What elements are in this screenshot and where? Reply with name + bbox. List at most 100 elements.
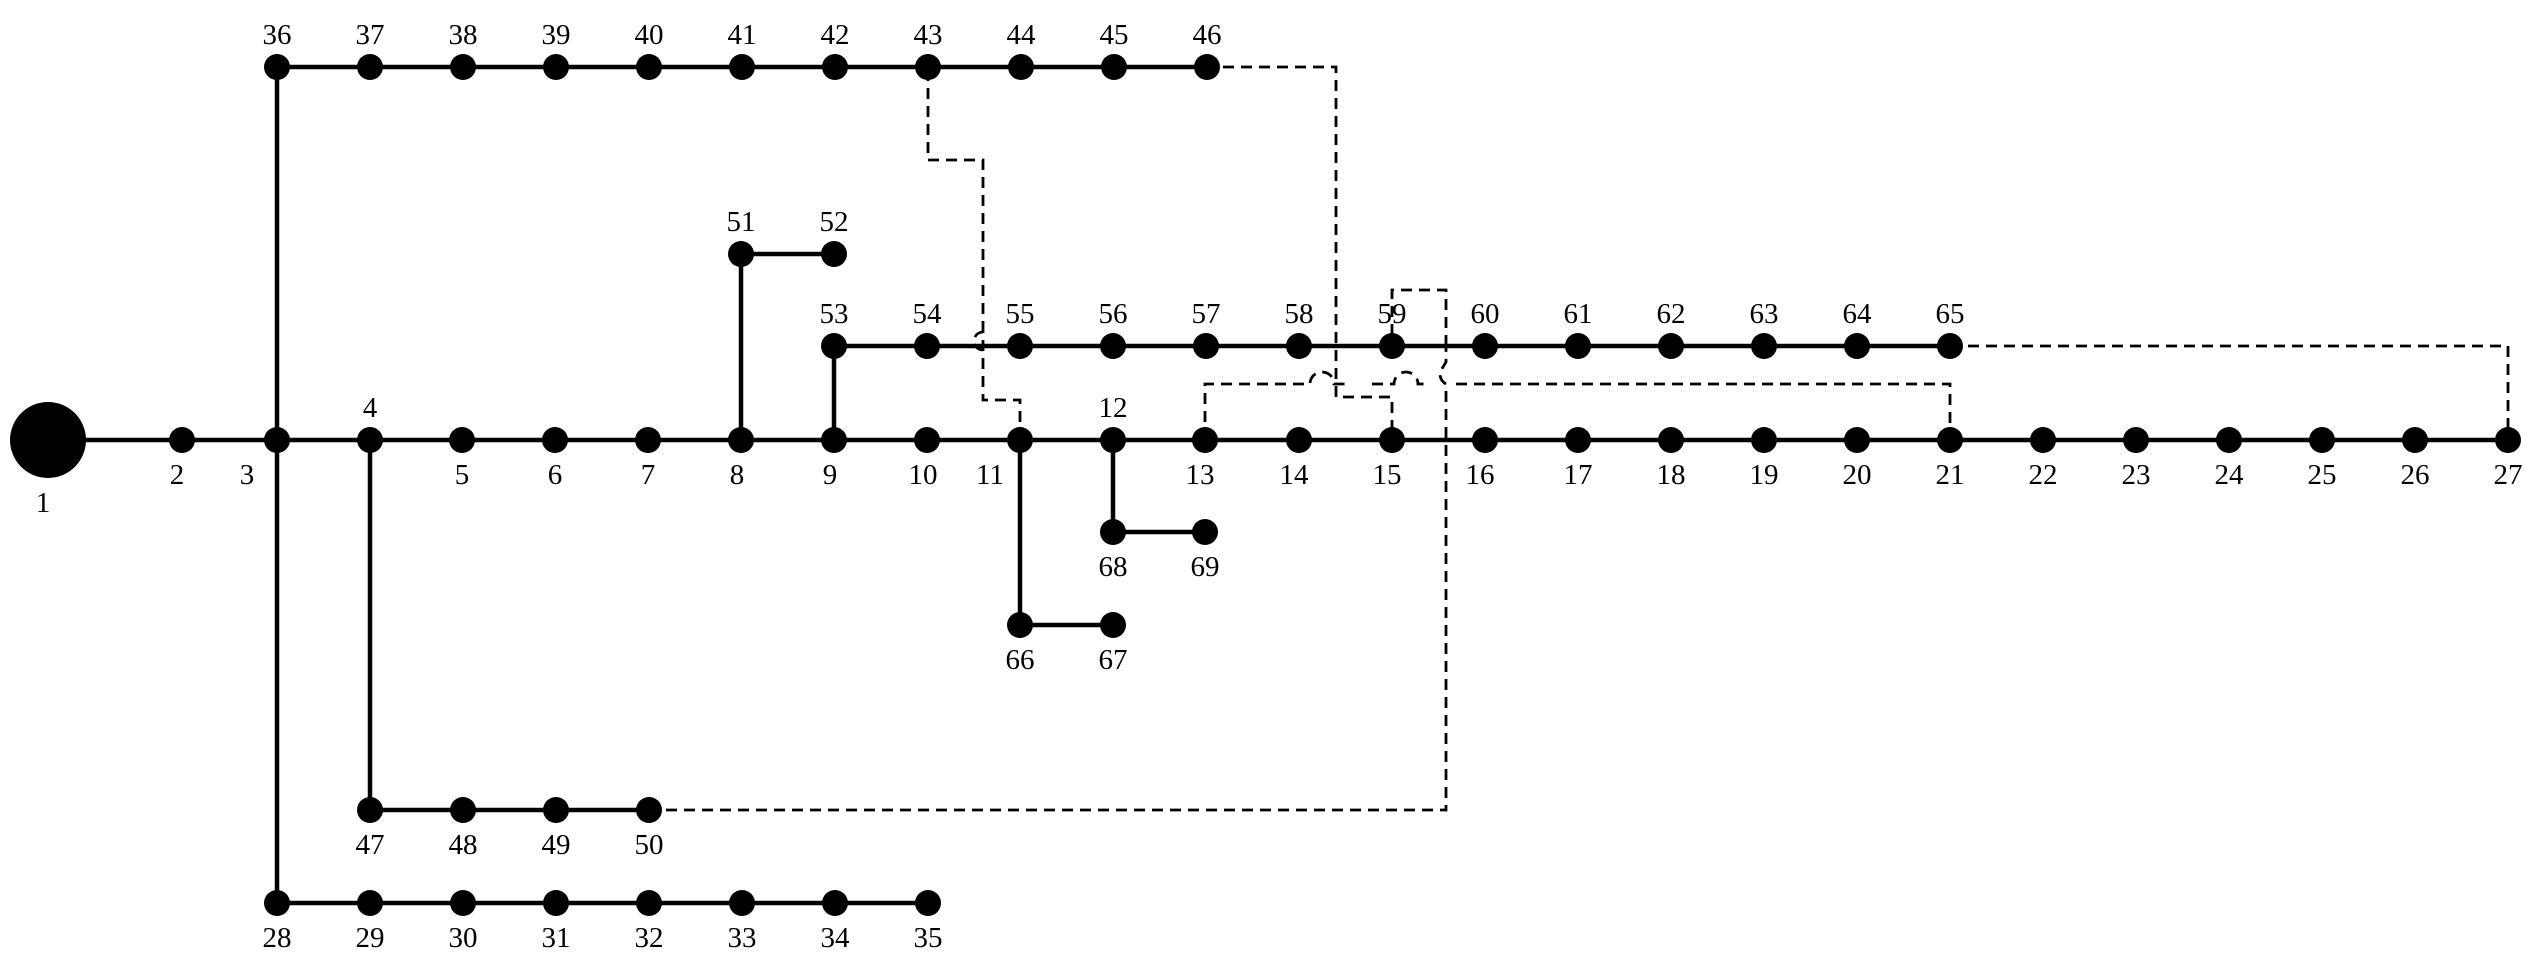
bus-node-23: [2123, 427, 2149, 453]
bus-label-59: 59: [1378, 298, 1407, 330]
bus-label-13: 13: [1186, 459, 1215, 491]
bus-label-38: 38: [449, 19, 478, 51]
bus-label-16: 16: [1466, 459, 1495, 491]
bus-label-49: 49: [542, 829, 571, 861]
bus-label-37: 37: [356, 19, 385, 51]
bus-node-10: [914, 427, 940, 453]
bus-label-27: 27: [2494, 459, 2523, 491]
bus-node-34: [822, 890, 848, 916]
bus-node-47: [357, 797, 383, 823]
bus-node-55: [1007, 333, 1033, 359]
bus-node-36: [264, 54, 290, 80]
bus-node-51: [728, 241, 754, 267]
bus-label-15: 15: [1373, 459, 1402, 491]
tie-line-13-21: [1203, 370, 1952, 440]
bus-label-12: 12: [1099, 392, 1128, 424]
bus-node-46: [1194, 54, 1220, 80]
bus-node-48: [450, 797, 476, 823]
bus-label-23: 23: [2122, 459, 2151, 491]
bus-label-35: 35: [914, 922, 943, 954]
bus-label-5: 5: [455, 459, 470, 491]
bus-label-9: 9: [823, 459, 838, 491]
bus-node-22: [2030, 427, 2056, 453]
bus-label-67: 67: [1099, 644, 1128, 676]
bus-label-26: 26: [2401, 459, 2430, 491]
bus-node-61: [1565, 333, 1591, 359]
bus-label-57: 57: [1192, 298, 1221, 330]
bus-node-43: [915, 54, 941, 80]
bus-node-59: [1379, 333, 1405, 359]
bus-node-24: [2216, 427, 2242, 453]
tie-line-11-43: [926, 67, 1022, 440]
bus-node-21: [1937, 427, 1963, 453]
bus-node-44: [1008, 54, 1034, 80]
bus-label-42: 42: [821, 19, 850, 51]
bus-node-67: [1100, 612, 1126, 638]
bus-label-10: 10: [909, 459, 938, 491]
bus-label-63: 63: [1750, 298, 1779, 330]
bus-node-17: [1565, 427, 1591, 453]
bus-label-52: 52: [820, 206, 849, 238]
bus-label-43: 43: [914, 19, 943, 51]
bus-label-36: 36: [263, 19, 292, 51]
bus-label-56: 56: [1099, 298, 1128, 330]
bus-label-25: 25: [2308, 459, 2337, 491]
bus-label-53: 53: [820, 298, 849, 330]
bus-label-46: 46: [1193, 19, 1222, 51]
bus-node-45: [1101, 54, 1127, 80]
bus-label-31: 31: [542, 922, 571, 954]
bus-label-50: 50: [635, 829, 664, 861]
bus-label-51: 51: [727, 206, 756, 238]
bus-label-66: 66: [1006, 644, 1035, 676]
bus-node-5: [449, 427, 475, 453]
bus-node-60: [1472, 333, 1498, 359]
bus-node-56: [1100, 333, 1126, 359]
bus-label-33: 33: [728, 922, 757, 954]
bus-node-13: [1192, 427, 1218, 453]
bus-node-62: [1658, 333, 1684, 359]
bus-node-49: [543, 797, 569, 823]
bus-label-39: 39: [542, 19, 571, 51]
bus-label-65: 65: [1936, 298, 1965, 330]
bus-label-8: 8: [730, 459, 745, 491]
bus-label-19: 19: [1750, 459, 1779, 491]
bus-label-32: 32: [635, 922, 664, 954]
bus-label-1: 1: [36, 487, 51, 519]
bus-node-25: [2309, 427, 2335, 453]
bus-label-28: 28: [263, 922, 292, 954]
tie-line-27-65: [1950, 344, 2510, 440]
branch-lines: [45, 64, 2511, 906]
bus-node-33: [729, 890, 755, 916]
bus-label-22: 22: [2029, 459, 2058, 491]
bus-label-6: 6: [548, 459, 563, 491]
bus-label-41: 41: [728, 19, 757, 51]
bus-node-31: [543, 890, 569, 916]
bus-node-41: [729, 54, 755, 80]
bus-node-20: [1844, 427, 1870, 453]
bus-label-21: 21: [1936, 459, 1965, 491]
bus-node-63: [1751, 333, 1777, 359]
bus-label-20: 20: [1843, 459, 1872, 491]
bus-node-54: [914, 333, 940, 359]
bus-node-2: [169, 427, 195, 453]
bus-node-52: [821, 241, 847, 267]
bus-node-57: [1193, 333, 1219, 359]
bus-label-7: 7: [641, 459, 656, 491]
bus-node-65: [1937, 333, 1963, 359]
bus-node-39: [543, 54, 569, 80]
bus-label-17: 17: [1564, 459, 1593, 491]
bus-node-28: [264, 890, 290, 916]
bus-label-24: 24: [2215, 459, 2245, 491]
bus-node-50: [636, 797, 662, 823]
bus-label-44: 44: [1007, 19, 1037, 51]
bus-node-26: [2402, 427, 2428, 453]
bus-label-55: 55: [1006, 298, 1035, 330]
bus-label-11: 11: [976, 459, 1004, 491]
bus-label-62: 62: [1657, 298, 1686, 330]
bus-label-30: 30: [449, 922, 478, 954]
bus-node-16: [1472, 427, 1498, 453]
bus-node-8: [728, 427, 754, 453]
bus-node-69: [1192, 519, 1218, 545]
